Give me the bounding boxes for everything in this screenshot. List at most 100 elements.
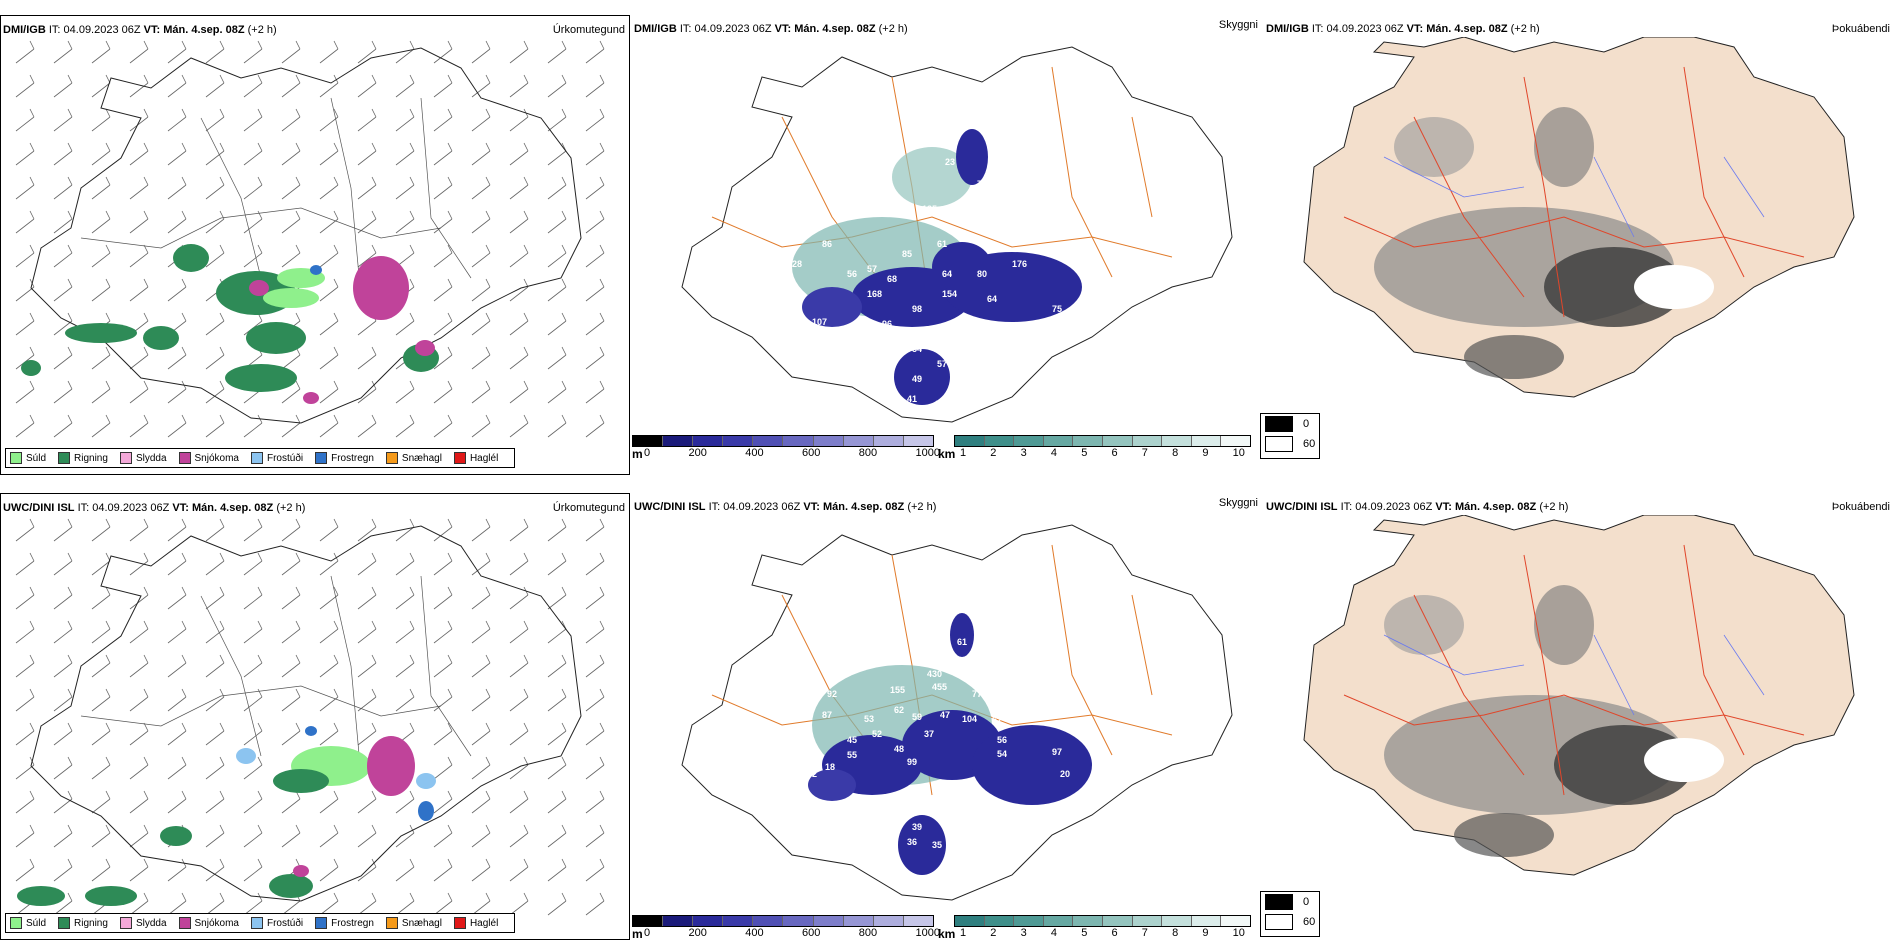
- wind-barb: [129, 346, 149, 370]
- wind-barb: [205, 756, 225, 780]
- wind-barb: [319, 414, 339, 438]
- visibility-value: 28: [792, 259, 802, 269]
- wind-barb: [15, 74, 35, 98]
- tick-label: 10: [1232, 447, 1245, 459]
- visibility-value: 56: [997, 735, 1007, 745]
- visibility-value: 98: [912, 304, 922, 314]
- legend-swatch: [250, 452, 263, 464]
- tick-label: 3: [1020, 447, 1027, 459]
- wind-barb: [129, 278, 149, 302]
- wind-barb: [281, 824, 301, 848]
- wind-barb: [319, 620, 339, 644]
- visibility-value: 56: [847, 269, 857, 279]
- panel-header: DMI/IGB IT: 04.09.2023 06Z VT: Mán. 4.se…: [1266, 23, 1890, 37]
- wind-barb: [395, 380, 415, 404]
- visibility-value: 85: [902, 249, 912, 259]
- wind-barb: [129, 654, 149, 678]
- legend-label: Frostregn: [331, 917, 374, 929]
- wind-barb: [471, 346, 491, 370]
- visibility-value: 64: [987, 294, 997, 304]
- wind-barb: [509, 346, 529, 370]
- wind-barb: [205, 74, 225, 98]
- wind-barb: [53, 244, 73, 268]
- wind-barb: [15, 620, 35, 644]
- wind-barb: [129, 688, 149, 712]
- wind-barb: [167, 586, 187, 610]
- wind-barb: [15, 108, 35, 132]
- fog-legend-label: 60: [1303, 916, 1316, 928]
- fog-index-panel-top: DMI/IGB IT: 04.09.2023 06Z VT: Mán. 4.se…: [1260, 15, 1894, 475]
- tick-label: 4: [1050, 447, 1058, 459]
- wind-barb: [395, 108, 415, 132]
- it-value: 04.09.2023 06Z: [694, 23, 772, 35]
- wind-barb: [91, 688, 111, 712]
- legend-swatch: [10, 917, 22, 929]
- wind-barb: [243, 518, 263, 542]
- visibility-value: 61: [937, 239, 947, 249]
- wind-barb: [205, 108, 225, 132]
- wind-barb: [281, 688, 301, 712]
- legend-item: Haglél: [453, 452, 498, 464]
- wind-barb: [53, 346, 73, 370]
- wind-barb: [433, 74, 453, 98]
- wind-barb: [91, 142, 111, 166]
- visibility-ticks: 1 2 3 4 5 6 7 8 9 10: [960, 927, 1245, 939]
- tick-label: 6: [1111, 927, 1118, 939]
- wind-barb: [91, 346, 111, 370]
- wind-barb: [357, 142, 377, 166]
- wind-barb: [15, 858, 35, 882]
- wind-barb: [205, 892, 225, 916]
- legend-item: Súld: [10, 917, 46, 929]
- wind-barb: [205, 552, 225, 576]
- wind-barb: [53, 312, 73, 336]
- tick-label: 10: [1232, 927, 1245, 939]
- visibility-labels-layer: 61 430 455 92 155 87 62 77 47 59 104 52 …: [807, 637, 1070, 850]
- it-label: IT:: [679, 23, 692, 35]
- wind-barb: [433, 108, 453, 132]
- visibility-labels-layer: 72 78 135 35 170 61 85 20 176 57 56 68 8…: [792, 124, 1070, 409]
- vt-value: Mán. 4.sep. 08Z: [822, 501, 905, 513]
- visibility-unit: km: [938, 927, 956, 941]
- wind-barb: [433, 790, 453, 814]
- wind-barb: [395, 586, 415, 610]
- wind-barb: [395, 620, 415, 644]
- tick-label: 1000: [915, 447, 940, 459]
- vt-label: VT:: [803, 501, 820, 513]
- wind-barb: [15, 654, 35, 678]
- wind-barb: [129, 790, 149, 814]
- wind-barb: [585, 620, 605, 644]
- tick-label: 400: [745, 927, 764, 939]
- wind-barb: [547, 756, 567, 780]
- fog-legend-row: 0: [1261, 414, 1319, 434]
- legend-item: Súld: [10, 452, 46, 464]
- legend-swatch: [10, 452, 22, 464]
- wind-barb: [53, 824, 73, 848]
- wind-barb: [53, 654, 73, 678]
- wind-barb: [129, 722, 149, 746]
- wind-barb: [205, 688, 225, 712]
- wind-barb: [281, 586, 301, 610]
- wind-barb: [509, 756, 529, 780]
- wind-barb: [167, 108, 187, 132]
- wind-barb: [91, 176, 111, 200]
- wind-barb: [53, 414, 73, 438]
- wind-barb: [319, 552, 339, 576]
- tick-label: 800: [858, 447, 878, 459]
- wind-barb: [471, 244, 491, 268]
- visibility-value: 87: [822, 710, 832, 720]
- legend-item: Snjókoma: [178, 452, 239, 464]
- wind-barb: [205, 722, 225, 746]
- wind-barb: [547, 176, 567, 200]
- wind-barb: [357, 518, 377, 542]
- visibility-value: 35: [932, 840, 942, 850]
- wind-barb: [243, 74, 263, 98]
- precip-type-map: [15, 518, 605, 916]
- wind-barb: [471, 620, 491, 644]
- wind-barb: [243, 142, 263, 166]
- legend-label: Frostúði: [266, 452, 304, 464]
- wind-barb: [357, 346, 377, 370]
- vt-label: VT:: [143, 24, 161, 36]
- visibility-colorbar: [954, 915, 1251, 927]
- wind-barb: [509, 552, 529, 576]
- wind-barb: [15, 688, 35, 712]
